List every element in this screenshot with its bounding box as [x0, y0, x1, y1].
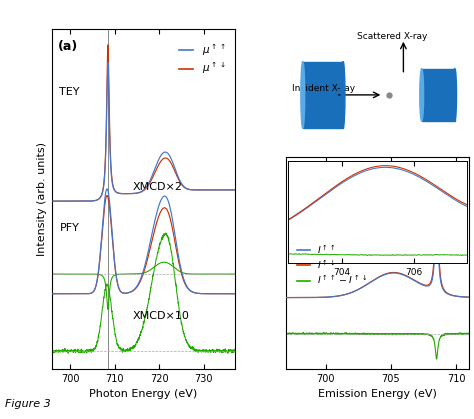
X-axis label: Photon Energy (eV): Photon Energy (eV) [90, 389, 198, 399]
Text: Scattered X-ray: Scattered X-ray [357, 32, 428, 41]
Bar [422, 69, 455, 121]
Text: PFY: PFY [59, 223, 79, 233]
Legend: $\mu^{\uparrow\uparrow}$, $\mu^{\uparrow\downarrow}$: $\mu^{\uparrow\uparrow}$, $\mu^{\uparrow… [174, 38, 230, 80]
Text: TEY: TEY [59, 87, 80, 97]
Text: XMCD×2: XMCD×2 [133, 182, 182, 192]
X-axis label: Emission Energy (eV): Emission Energy (eV) [319, 389, 437, 399]
Ellipse shape [420, 69, 424, 121]
Ellipse shape [301, 62, 305, 128]
Ellipse shape [453, 69, 456, 121]
Text: XMCD×10: XMCD×10 [133, 311, 190, 321]
Text: Figure 3: Figure 3 [5, 398, 51, 409]
Y-axis label: Intensity (arb. units): Intensity (arb. units) [36, 142, 46, 256]
Text: (b): (b) [292, 163, 312, 176]
Bar [303, 62, 343, 128]
Legend: $I^{\uparrow\uparrow}$, $I^{\uparrow\downarrow}$, $I^{\uparrow\uparrow}-I^{\upar: $I^{\uparrow\uparrow}$, $I^{\uparrow\dow… [293, 239, 372, 290]
Ellipse shape [341, 62, 345, 128]
Text: (a): (a) [58, 39, 78, 52]
Text: Incident X-ray: Incident X-ray [292, 85, 355, 93]
